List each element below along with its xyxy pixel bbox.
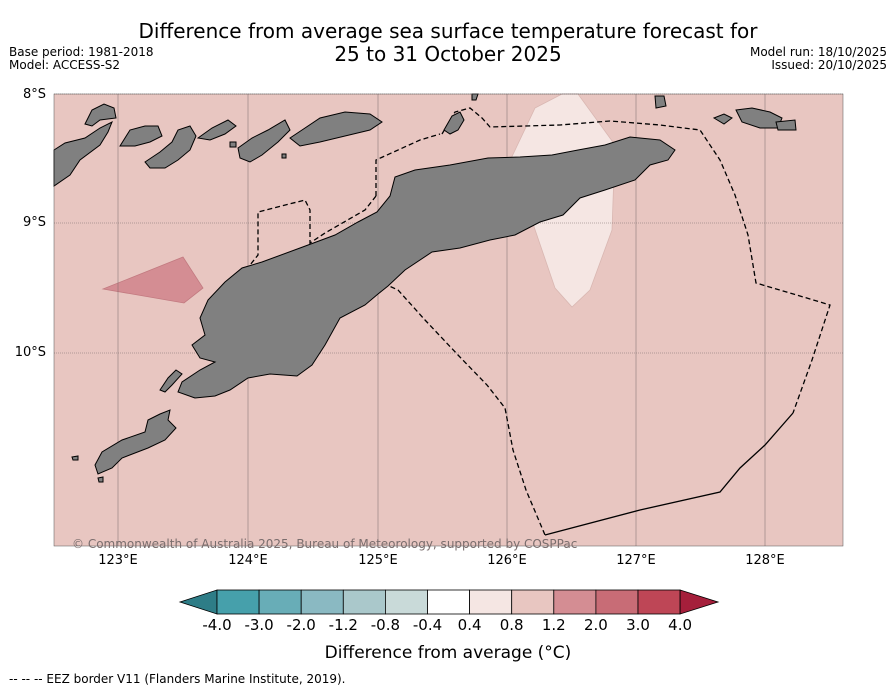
adonara-island — [84, 103, 117, 127]
lon-label-128e: 128°E — [745, 553, 785, 568]
colorbar-tick-label: -0.4 — [412, 616, 443, 634]
islet-f — [281, 153, 287, 159]
romang-island — [712, 113, 733, 125]
lon-label-127e: 127°E — [616, 553, 656, 568]
lat-label-10s: 10°S — [14, 345, 46, 360]
colorbar-segment — [384, 589, 428, 615]
lembata-island — [144, 125, 197, 169]
colorbar-segment — [258, 589, 302, 615]
map-frame — [53, 93, 844, 547]
meta-left: Base period: 1981-2018 Model: ACCESS-S2 — [9, 46, 154, 72]
lon-label-124e: 124°E — [228, 553, 268, 568]
model-text: Model: ACCESS-S2 — [9, 58, 121, 72]
boundary-solid — [544, 412, 794, 536]
colorbar-segment — [427, 589, 470, 615]
colorbar-segment — [300, 589, 344, 615]
colorbar-tick-label: -3.0 — [244, 616, 274, 634]
wetar-island — [289, 111, 383, 147]
anomaly-patch-warm — [101, 256, 204, 304]
issued-text: Issued: 20/10/2025 — [771, 58, 887, 72]
colorbar-tick-label: 1.2 — [541, 616, 566, 634]
land — [53, 93, 797, 483]
meta-right: Model run: 18/10/2025 Issued: 20/10/2025 — [750, 46, 887, 72]
colorbar-segment — [553, 589, 597, 615]
colorbar-extend-low — [178, 589, 218, 615]
solor-island — [119, 125, 163, 147]
eez-border — [249, 107, 831, 536]
colorbar-tick-label: 4.0 — [668, 616, 693, 634]
title-line-1: Difference from average sea surface temp… — [138, 19, 758, 43]
colorbar-tick-label: 0.4 — [457, 616, 482, 634]
map-title: Difference from average sea surface temp… — [0, 20, 896, 66]
ndao-island — [97, 476, 104, 483]
copyright-text: © Commonwealth of Australia 2025, Bureau… — [72, 537, 578, 551]
lon-label-125e: 125°E — [358, 553, 398, 568]
colorbar-segment — [637, 589, 681, 615]
colorbar — [178, 589, 720, 615]
islet-d — [775, 119, 797, 131]
flores-island — [53, 120, 113, 187]
colorbar-tick-label: 0.8 — [499, 616, 524, 634]
colorbar-tick-label: -2.0 — [286, 616, 316, 634]
lon-label-126e: 126°E — [487, 553, 527, 568]
footnote: -- -- -- EEZ border V11 (Flanders Marine… — [9, 672, 346, 686]
colorbar-tick-label: -0.8 — [370, 616, 401, 634]
atauro-island — [443, 111, 465, 135]
colorbar-segment — [469, 589, 513, 615]
lon-label-123e: 123°E — [98, 553, 138, 568]
colorbar-tick-label: -4.0 — [202, 616, 232, 634]
lat-label-9s: 9°S — [22, 215, 46, 230]
colorbar-segment — [595, 589, 639, 615]
colorbar-segment — [511, 589, 555, 615]
pantar-island — [196, 119, 237, 141]
colorbar-tick-label: 3.0 — [626, 616, 650, 634]
base-period-text: Base period: 1981-2018 — [9, 45, 154, 59]
islet-a — [71, 455, 79, 461]
islet-e — [229, 141, 237, 148]
colorbar-tick-label: 2.0 — [583, 616, 608, 634]
alor-island — [237, 119, 291, 163]
rote-island — [94, 409, 177, 475]
timor-island — [177, 136, 676, 399]
semau-island — [159, 369, 183, 393]
colorbar-segment — [342, 589, 386, 615]
colorbar-segment — [216, 589, 260, 615]
colorbar-tick-label: -1.2 — [328, 616, 358, 634]
colorbar-extend-high — [679, 589, 720, 615]
title-line-2: 25 to 31 October 2025 — [334, 42, 562, 66]
lat-label-8s: 8°S — [22, 87, 46, 102]
colorbar-label: Difference from average (°C) — [324, 643, 572, 663]
islet-c — [654, 95, 667, 109]
model-run-text: Model run: 18/10/2025 — [749, 45, 887, 59]
